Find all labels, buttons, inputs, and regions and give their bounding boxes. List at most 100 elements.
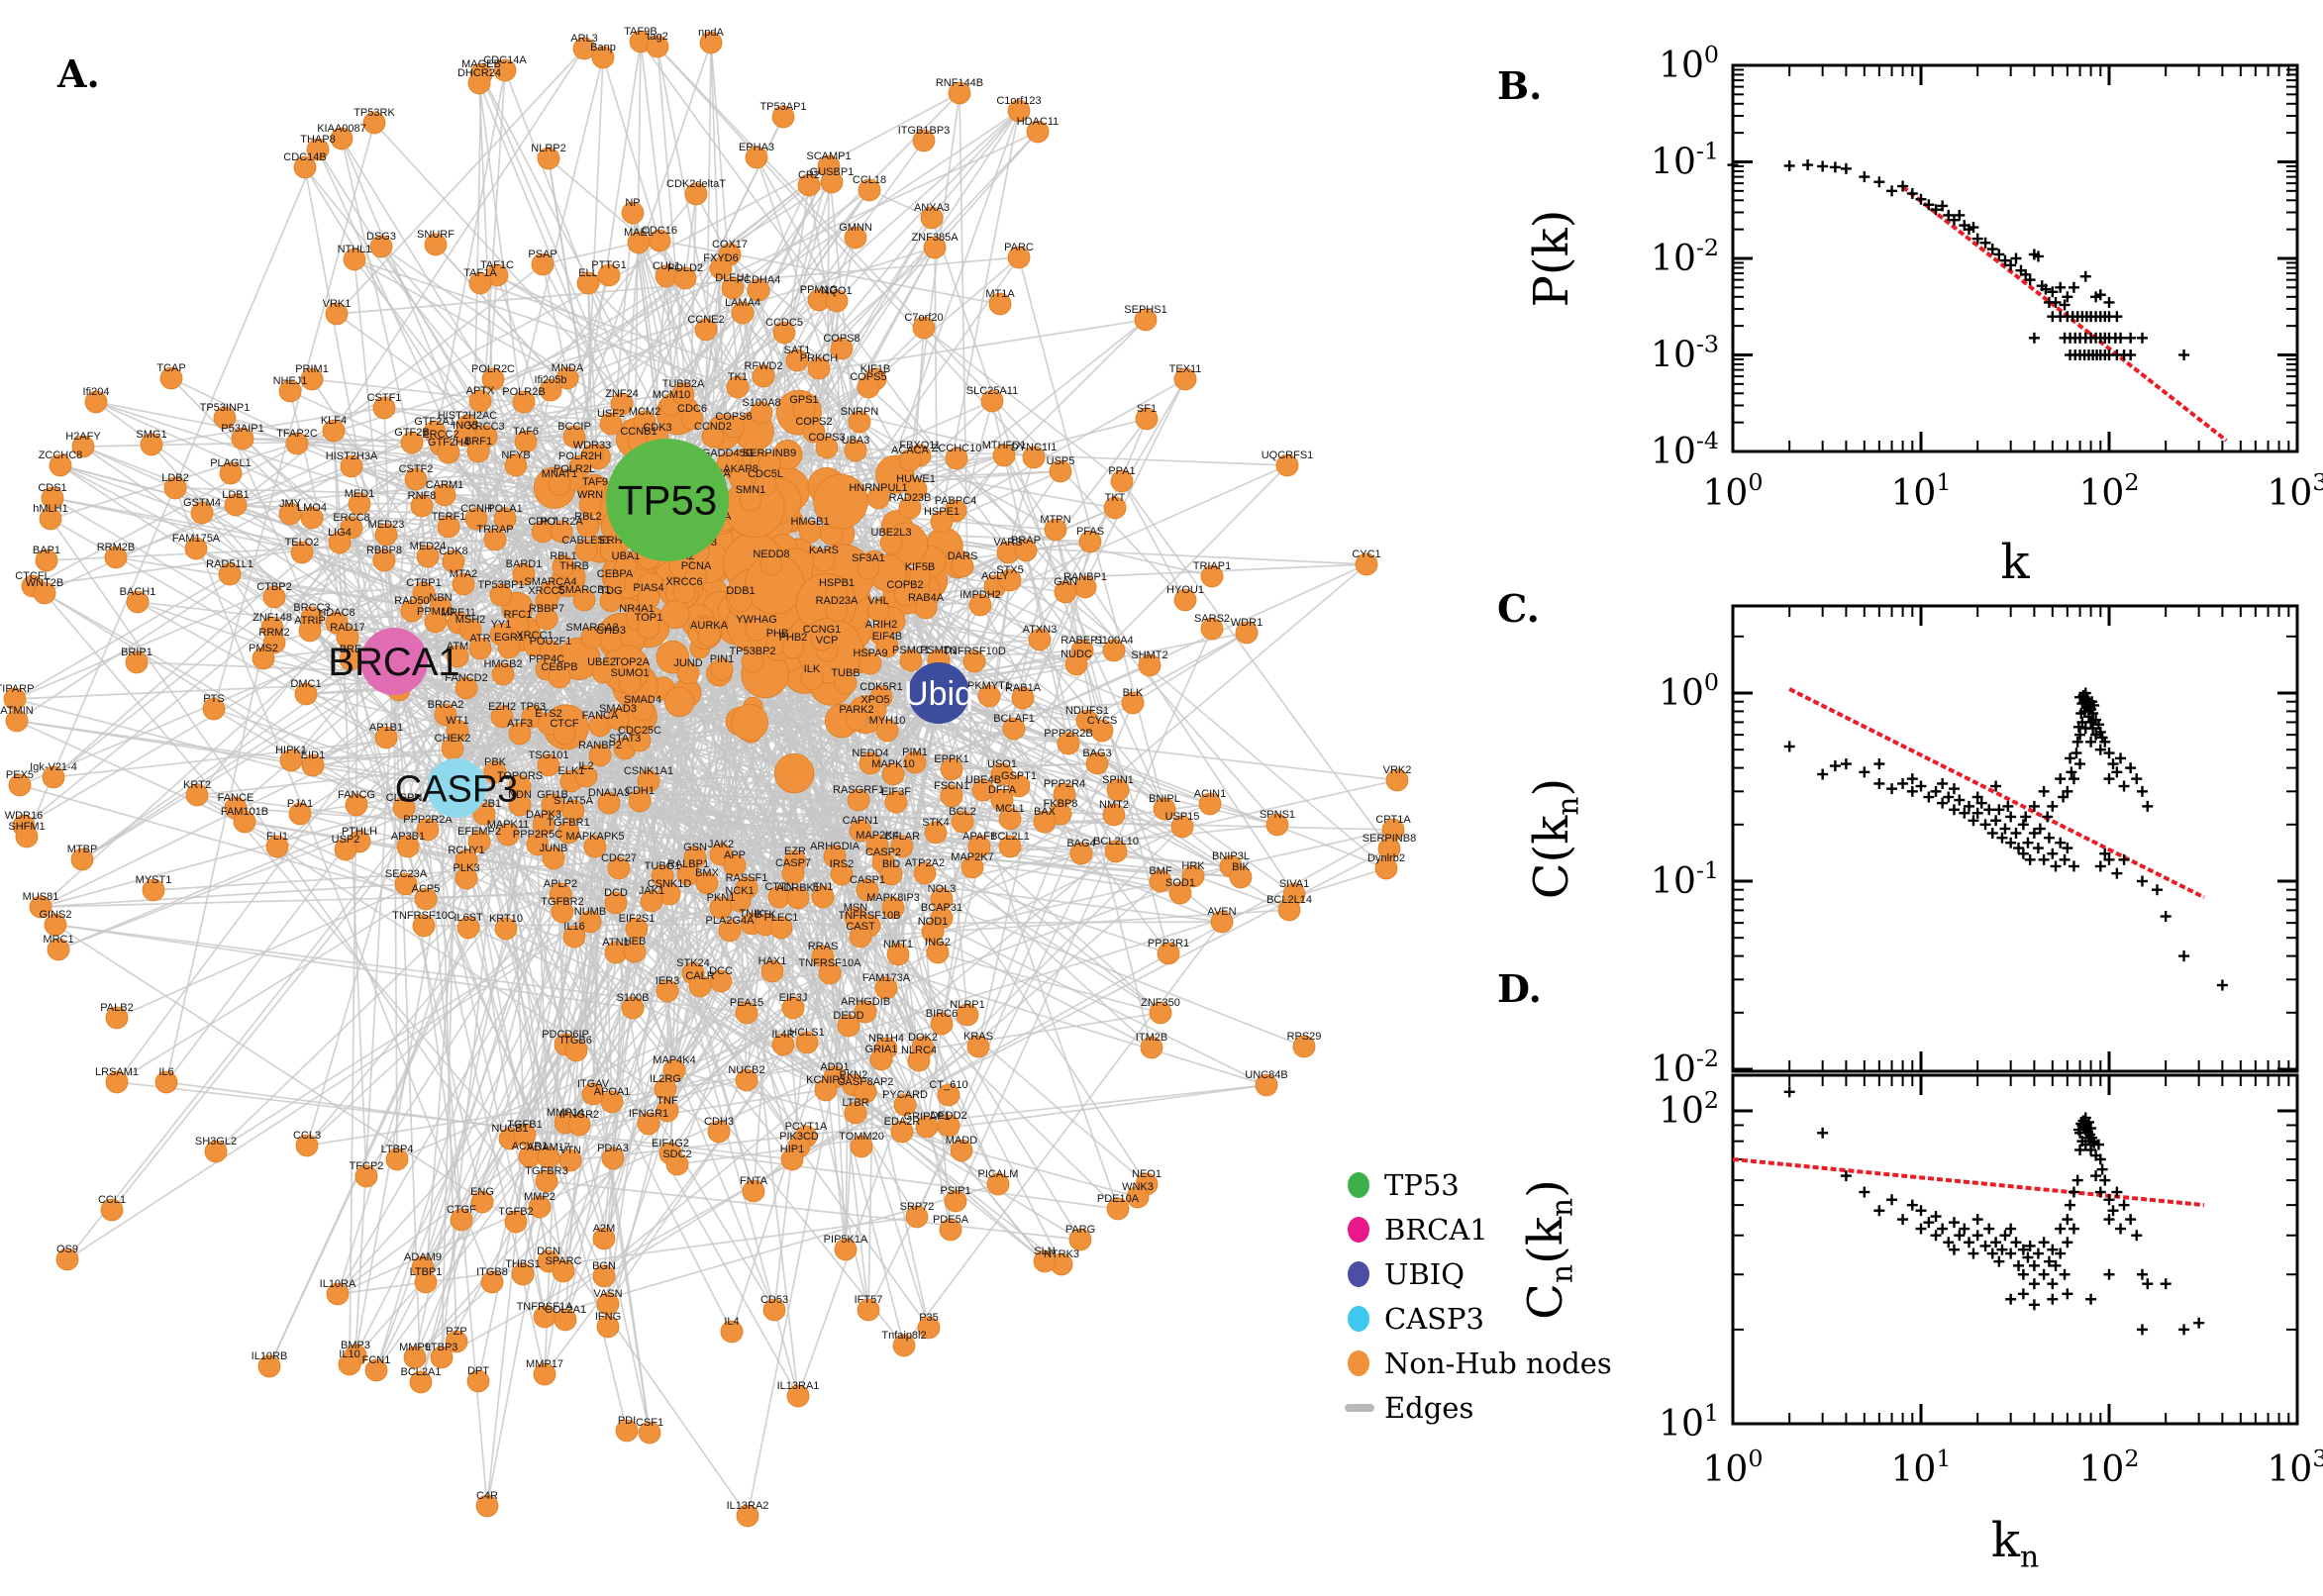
network-node bbox=[951, 810, 974, 834]
network-node-label: WNT2B bbox=[26, 577, 64, 589]
network-node-label: CYCS bbox=[1087, 715, 1118, 727]
network-node bbox=[1014, 539, 1038, 562]
network-node bbox=[875, 719, 899, 743]
network-node-label: CSTF1 bbox=[367, 392, 402, 404]
network-node-label: WDR1 bbox=[1231, 617, 1262, 629]
network-node bbox=[42, 765, 65, 789]
network-node-label: BCLAF1 bbox=[993, 713, 1035, 725]
network-node bbox=[879, 862, 903, 886]
network-node bbox=[343, 248, 366, 271]
network-node-label: Igk-V21-4 bbox=[30, 761, 77, 773]
network-node-label: SERPINB8 bbox=[1363, 833, 1416, 845]
network-node-label: CSTF2 bbox=[399, 463, 434, 475]
network-node bbox=[830, 337, 854, 360]
network-node-label: MUS81 bbox=[23, 891, 59, 903]
network-node bbox=[1277, 898, 1301, 922]
network-node-label: EIF4B bbox=[872, 631, 903, 643]
network-node-label: RRM2 bbox=[258, 627, 289, 639]
network-node bbox=[597, 263, 621, 287]
x-tick-label: 103 bbox=[2268, 468, 2323, 514]
network-node bbox=[35, 549, 58, 572]
network-node-label: RASGRF1 bbox=[833, 784, 884, 796]
network-node bbox=[33, 581, 56, 605]
network-node bbox=[628, 789, 652, 813]
network-node-label: WNK3 bbox=[1122, 1181, 1154, 1193]
network-node-label: STK24 bbox=[676, 957, 710, 969]
network-node-label: TGFB1 bbox=[507, 1119, 542, 1131]
network-node bbox=[290, 541, 314, 564]
network-node bbox=[592, 1227, 616, 1250]
network-node-label: TCAP bbox=[156, 362, 185, 374]
network-node bbox=[638, 1421, 661, 1445]
network-node-label: MMP14 bbox=[547, 1107, 584, 1119]
network-node bbox=[70, 848, 94, 871]
network-node bbox=[233, 810, 256, 834]
network-node bbox=[1385, 768, 1409, 792]
network-node bbox=[760, 959, 784, 983]
network-node-label: IRS2 bbox=[830, 858, 854, 870]
network-node-label: GSN bbox=[683, 842, 707, 853]
network-node-label: VRK1 bbox=[323, 298, 352, 310]
network-node bbox=[257, 1354, 281, 1378]
network-node-label: TEX11 bbox=[1169, 363, 1202, 375]
network-node bbox=[154, 1070, 178, 1094]
network-node bbox=[707, 1120, 731, 1144]
network-node-label: BIK bbox=[1232, 861, 1250, 873]
network-node-label: ATM bbox=[447, 641, 468, 652]
network-node bbox=[990, 762, 1014, 786]
network-node bbox=[204, 1140, 228, 1163]
network-node-label: RANBP1 bbox=[1063, 571, 1107, 583]
network-node-label: RAD23B bbox=[889, 492, 932, 504]
network-node-label: LTBP3 bbox=[426, 1342, 458, 1353]
network-node bbox=[262, 585, 286, 609]
network-node-label: TP63 bbox=[520, 701, 546, 713]
network-node bbox=[591, 660, 615, 684]
legend-item-ubiq: UBIQ bbox=[1348, 1257, 1464, 1291]
network-node bbox=[600, 1090, 624, 1114]
network-node-label: POLR2L bbox=[554, 463, 595, 475]
network-node-label: CPT1A bbox=[1375, 814, 1411, 826]
network-node-label: AURKA bbox=[690, 620, 729, 632]
network-node-label: SLN bbox=[1034, 1246, 1055, 1257]
legend-item-tp53: TP53 bbox=[1348, 1168, 1460, 1202]
network-node bbox=[849, 925, 872, 948]
network-node bbox=[561, 799, 585, 823]
network-node-label: NLRP1 bbox=[950, 999, 984, 1011]
network-node bbox=[301, 753, 325, 777]
network-node-label: IL13RA2 bbox=[727, 1500, 769, 1512]
network-node bbox=[781, 636, 805, 659]
network-node-label: ERCC8 bbox=[333, 512, 369, 524]
network-node bbox=[759, 552, 783, 576]
network-node bbox=[295, 1134, 319, 1157]
network-node bbox=[142, 878, 165, 902]
network-node bbox=[591, 46, 615, 69]
network-node-label: TAF1C bbox=[480, 259, 514, 271]
legend-dot-tp53 bbox=[1348, 1172, 1369, 1198]
network-node bbox=[1104, 840, 1128, 863]
network-node-label: DPT bbox=[467, 1365, 489, 1377]
network-node bbox=[890, 835, 914, 858]
network-node-label: SEC23A bbox=[385, 868, 428, 880]
network-node-label: GSTM4 bbox=[183, 497, 221, 509]
network-node-label: BRF1 bbox=[464, 436, 492, 448]
network-node bbox=[542, 847, 565, 870]
network-node-label: LAMA4 bbox=[725, 297, 760, 309]
network-node bbox=[416, 545, 440, 568]
network-node-label: CDK7 bbox=[528, 516, 556, 528]
network-node bbox=[729, 467, 753, 491]
y-tick-label: 102 bbox=[1659, 1086, 1719, 1132]
network-node-label: KLF4 bbox=[321, 415, 347, 427]
network-node bbox=[385, 1147, 409, 1171]
network-node-label: FANCD2 bbox=[445, 672, 487, 684]
network-node-label: CTTN bbox=[764, 881, 793, 893]
network-node bbox=[676, 862, 700, 886]
network-node-label: HYOU1 bbox=[1166, 584, 1204, 596]
network-node bbox=[944, 1189, 967, 1213]
network-node bbox=[948, 81, 971, 105]
network-node bbox=[723, 853, 747, 877]
network-node bbox=[403, 1346, 427, 1369]
network-node-label: CTCFL bbox=[15, 570, 50, 582]
network-node-label: EIF2S1 bbox=[619, 913, 656, 925]
x-tick-label: 100 bbox=[1703, 1445, 1764, 1490]
network-node bbox=[866, 486, 890, 510]
